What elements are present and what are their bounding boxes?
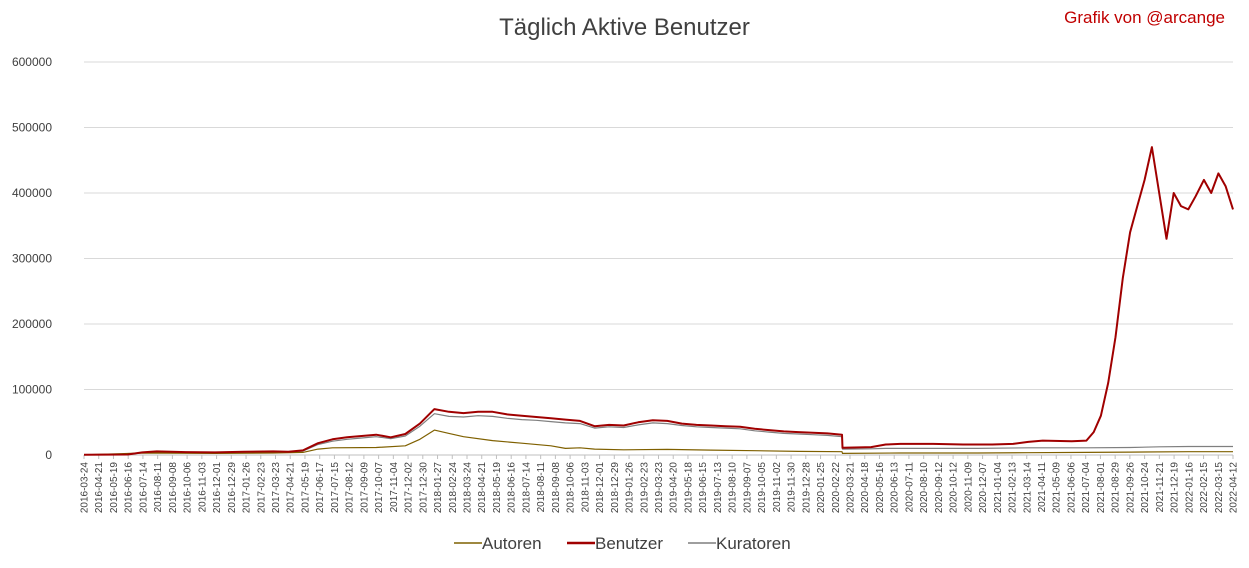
- y-tick-label: 300000: [12, 252, 52, 266]
- chart-gridlines: [84, 61, 1233, 456]
- x-tick-label: 2016-06-16: [124, 462, 135, 514]
- x-tick-label: 2016-05-19: [109, 462, 120, 514]
- x-tick-label: 2020-11-09: [963, 462, 974, 513]
- legend-label-kuratoren: Kuratoren: [716, 534, 791, 553]
- x-tick-label: 2016-04-21: [94, 462, 105, 514]
- y-tick-label: 500000: [12, 121, 52, 135]
- x-tick-label: 2020-03-21: [846, 462, 857, 514]
- x-tick-label: 2017-01-26: [242, 462, 253, 514]
- x-tick-label: 2019-10-05: [757, 462, 768, 514]
- x-tick-label: 2019-08-10: [728, 462, 739, 514]
- x-tick-label: 2021-04-11: [1037, 462, 1048, 513]
- x-tick-label: 2018-05-19: [492, 462, 503, 514]
- x-tick-label: 2016-07-14: [138, 462, 149, 514]
- series-line-autoren: [83, 429, 1233, 456]
- x-tick-label: 2016-03-24: [80, 462, 91, 514]
- legend-label-benutzer: Benutzer: [595, 534, 663, 553]
- x-tick-label: 2016-12-01: [212, 462, 223, 514]
- chart-series: [83, 146, 1234, 456]
- x-tick-label: 2017-04-21: [286, 462, 297, 514]
- x-tick-label: 2018-10-06: [566, 462, 577, 514]
- x-tick-label: 2016-12-29: [227, 462, 238, 514]
- x-tick-label: 2020-07-11: [904, 462, 915, 513]
- x-tick-label: 2017-10-07: [374, 462, 385, 514]
- x-tick-label: 2019-09-07: [742, 462, 753, 514]
- x-tick-label: 2017-05-19: [300, 462, 311, 514]
- x-tick-label: 2017-12-02: [404, 462, 415, 514]
- x-tick-label: 2021-07-04: [1081, 462, 1092, 514]
- x-tick-label: 2020-06-13: [890, 462, 901, 514]
- x-tick-label: 2020-08-10: [919, 462, 930, 514]
- x-axis: 2016-03-24 2016-04-21 2016-05-19 2016-06-16…: [80, 455, 1240, 513]
- x-tick-label: 2017-12-30: [418, 462, 429, 514]
- x-tick-label: 2022-04-12: [1229, 462, 1240, 514]
- x-tick-label: 2018-03-24: [463, 462, 474, 514]
- x-tick-label: 2020-02-22: [831, 462, 842, 514]
- x-tick-label: 2016-08-11: [153, 462, 164, 513]
- x-tick-label: 2018-12-01: [595, 462, 606, 514]
- x-tick-label: 2019-07-13: [713, 462, 724, 514]
- x-tick-label: 2019-04-20: [669, 462, 680, 514]
- x-tick-label: 2017-09-09: [359, 462, 370, 514]
- chart-title: Täglich Aktive Benutzer: [499, 14, 750, 41]
- x-tick-label: 2020-04-18: [860, 462, 871, 514]
- x-tick-label: 2022-02-15: [1199, 462, 1210, 514]
- y-tick-label: 200000: [12, 317, 52, 331]
- x-tick-label: 2020-05-16: [875, 462, 886, 514]
- x-tick-label: 2018-11-03: [580, 462, 591, 513]
- series-line-benutzer: [83, 146, 1234, 456]
- y-tick-label: 0: [45, 448, 52, 462]
- x-tick-label: 2021-09-26: [1125, 462, 1136, 514]
- x-tick-label: 2020-01-25: [816, 462, 827, 514]
- x-tick-label: 2019-11-02: [772, 462, 783, 513]
- y-tick-label: 600000: [12, 55, 52, 69]
- y-tick-label: 100000: [12, 383, 52, 397]
- x-tick-label: 2019-05-18: [683, 462, 694, 514]
- x-tick-label: 2016-11-03: [197, 462, 208, 513]
- x-tick-label: 2021-08-01: [1096, 462, 1107, 514]
- x-tick-label: 2017-03-23: [271, 462, 282, 514]
- x-tick-label: 2019-12-28: [801, 462, 812, 514]
- x-tick-label: 2018-04-21: [477, 462, 488, 514]
- x-tick-label: 2018-08-11: [536, 462, 547, 513]
- x-tick-label: 2019-06-15: [698, 462, 709, 514]
- x-tick-label: 2021-10-24: [1140, 462, 1151, 514]
- x-tick-label: 2021-12-19: [1170, 462, 1181, 514]
- x-tick-label: 2021-01-04: [993, 462, 1004, 514]
- chart-legend: Autoren Benutzer Kuratoren: [454, 534, 791, 553]
- x-tick-label: 2017-02-23: [256, 462, 267, 514]
- x-tick-label: 2020-09-12: [934, 462, 945, 514]
- x-tick-label: 2022-01-16: [1184, 462, 1195, 514]
- y-axis: 0 100000 200000 300000 400000 500000 600000: [12, 55, 52, 462]
- legend-label-autoren: Autoren: [482, 534, 542, 553]
- x-tick-label: 2020-12-07: [978, 462, 989, 514]
- x-tick-label: 2018-02-24: [448, 462, 459, 514]
- x-tick-label: 2018-09-08: [551, 462, 562, 514]
- x-tick-label: 2019-02-23: [639, 462, 650, 514]
- y-tick-label: 400000: [12, 186, 52, 200]
- x-tick-label: 2017-07-15: [330, 462, 341, 514]
- x-tick-label: 2017-06-17: [315, 462, 326, 514]
- chart-credit: Grafik von @arcange: [1064, 8, 1225, 27]
- x-tick-label: 2022-03-15: [1214, 462, 1225, 514]
- x-tick-label: 2017-11-04: [389, 462, 400, 513]
- x-tick-label: 2017-08-12: [345, 462, 356, 514]
- x-tick-label: 2021-02-13: [1008, 462, 1019, 514]
- x-tick-label: 2016-10-06: [183, 462, 194, 514]
- x-tick-label: 2021-11-21: [1155, 462, 1166, 513]
- x-tick-label: 2021-05-09: [1052, 462, 1063, 514]
- x-tick-label: 2019-11-30: [787, 462, 798, 513]
- x-tick-label: 2021-08-29: [1111, 462, 1122, 514]
- x-tick-label: 2019-03-23: [654, 462, 665, 514]
- x-tick-label: 2018-06-16: [507, 462, 518, 514]
- x-tick-label: 2018-07-14: [521, 462, 532, 514]
- x-tick-label: 2019-01-26: [625, 462, 636, 514]
- x-tick-label: 2018-12-29: [610, 462, 621, 514]
- x-tick-label: 2020-10-12: [949, 462, 960, 514]
- x-tick-label: 2016-09-08: [168, 462, 179, 514]
- x-tick-label: 2021-06-06: [1066, 462, 1077, 514]
- x-tick-label: 2018-01-27: [433, 462, 444, 514]
- x-tick-label: 2021-03-14: [1022, 462, 1033, 514]
